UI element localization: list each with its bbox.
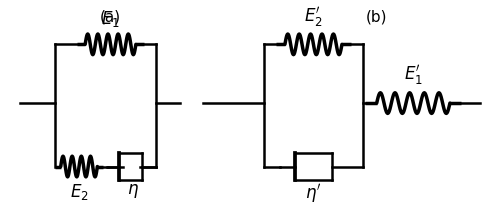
Text: $E_2$: $E_2$ [70, 182, 88, 201]
Text: $E_1^{\prime}$: $E_1^{\prime}$ [404, 63, 423, 87]
Text: (b): (b) [366, 9, 388, 24]
Text: $E_1$: $E_1$ [101, 9, 120, 29]
Text: $E_2^{\prime}$: $E_2^{\prime}$ [304, 5, 323, 29]
Text: $\eta$: $\eta$ [126, 182, 138, 200]
Text: $\eta^{\prime}$: $\eta^{\prime}$ [305, 182, 322, 205]
Text: (a): (a) [100, 9, 120, 24]
